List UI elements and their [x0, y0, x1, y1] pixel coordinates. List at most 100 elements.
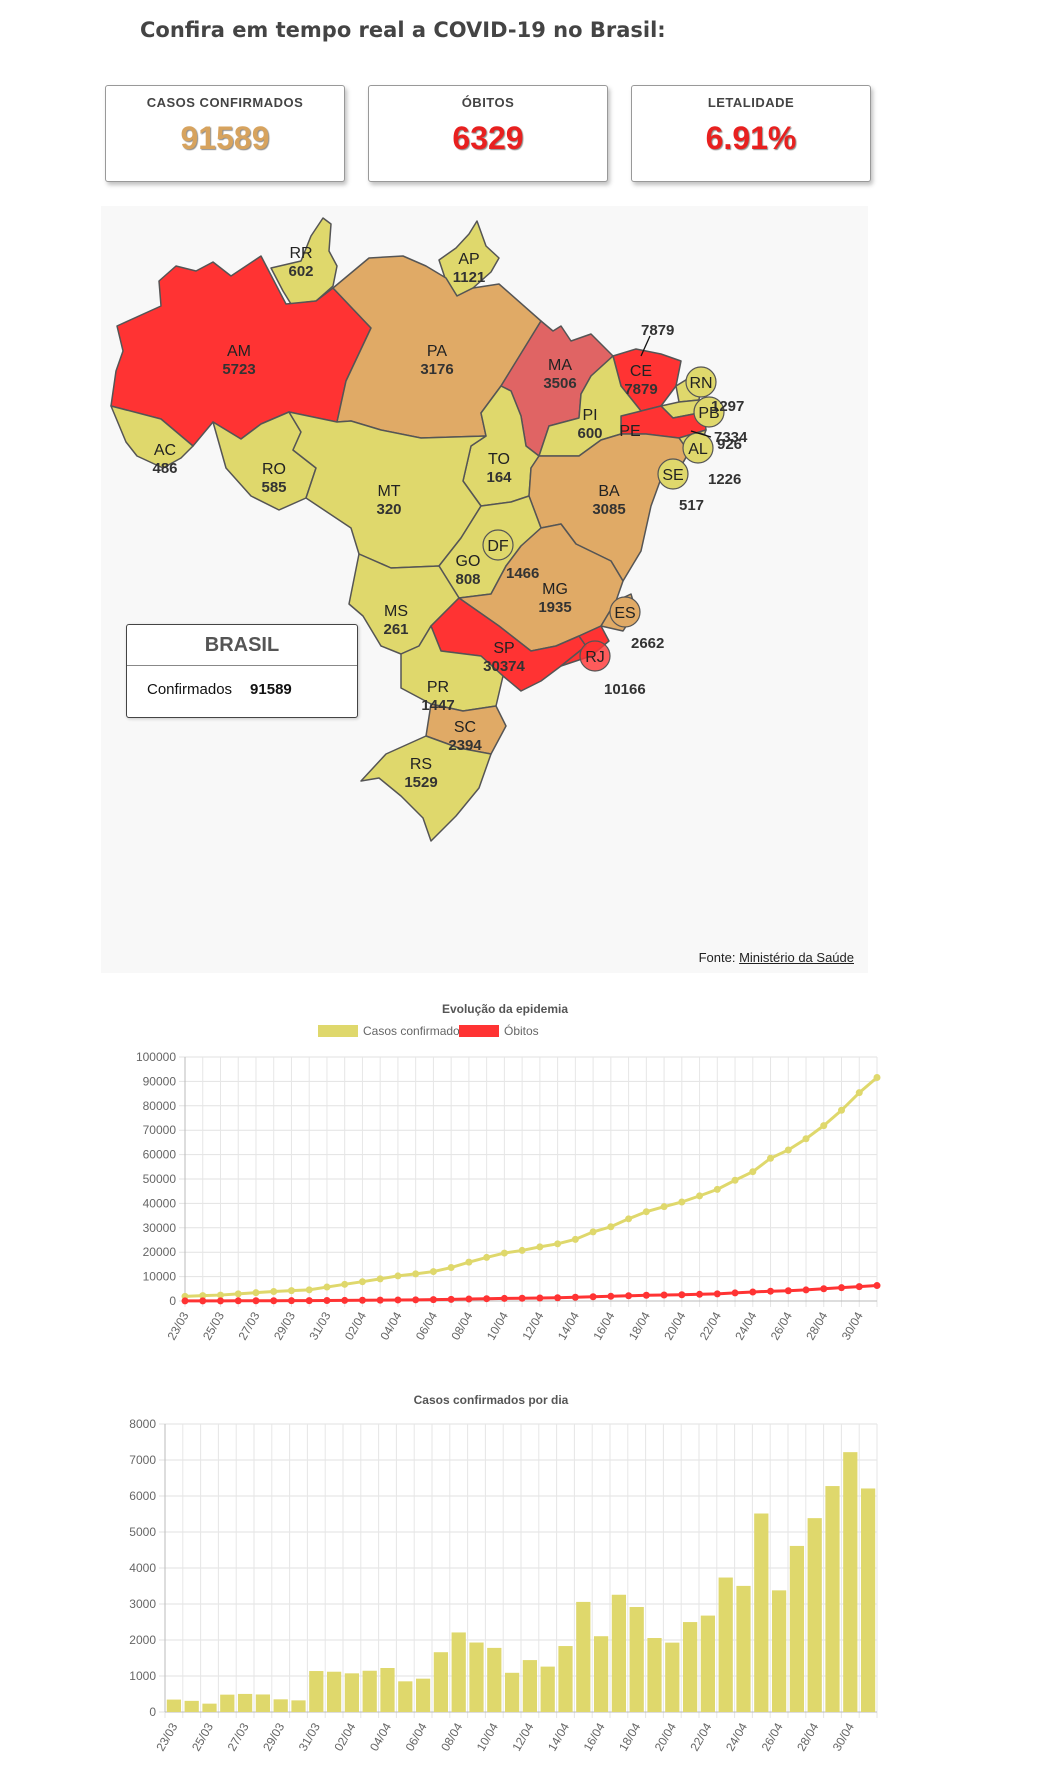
- chart1-point[interactable]: [394, 1296, 402, 1304]
- chart1-point[interactable]: [607, 1292, 615, 1300]
- chart1-point[interactable]: [820, 1285, 828, 1293]
- chart2-bar[interactable]: [504, 1672, 520, 1712]
- chart2-bar[interactable]: [860, 1488, 876, 1712]
- chart2-bar[interactable]: [736, 1585, 751, 1712]
- chart1-point[interactable]: [554, 1294, 562, 1302]
- chart1-point[interactable]: [483, 1253, 491, 1261]
- chart1-point[interactable]: [483, 1295, 491, 1303]
- chart1-point[interactable]: [873, 1074, 881, 1082]
- chart1-point[interactable]: [341, 1296, 349, 1304]
- chart1-point[interactable]: [571, 1293, 579, 1301]
- chart1-point[interactable]: [784, 1146, 792, 1154]
- state-marker-es[interactable]: [609, 596, 641, 628]
- chart1-point[interactable]: [660, 1291, 668, 1299]
- chart1-point[interactable]: [500, 1249, 508, 1257]
- chart1-point[interactable]: [767, 1287, 775, 1295]
- chart1-point[interactable]: [536, 1243, 544, 1251]
- chart1-point[interactable]: [625, 1215, 633, 1223]
- chart1-point[interactable]: [447, 1295, 455, 1303]
- chart1-point[interactable]: [270, 1297, 278, 1305]
- chart1-point[interactable]: [465, 1295, 473, 1303]
- chart1-point[interactable]: [234, 1290, 242, 1298]
- chart1-point[interactable]: [713, 1185, 721, 1193]
- chart2-bar[interactable]: [220, 1694, 235, 1712]
- chart1-point[interactable]: [429, 1268, 437, 1276]
- chart1-point[interactable]: [838, 1106, 846, 1114]
- chart1-point[interactable]: [731, 1176, 739, 1184]
- chart1-point[interactable]: [500, 1294, 508, 1302]
- chart1-point[interactable]: [429, 1296, 437, 1304]
- chart2-bar[interactable]: [362, 1670, 377, 1712]
- state-marker-rn[interactable]: [685, 366, 717, 398]
- chart2-bar[interactable]: [540, 1666, 555, 1712]
- chart2-bar[interactable]: [665, 1642, 680, 1712]
- chart1-point[interactable]: [873, 1282, 881, 1290]
- chart1-point[interactable]: [394, 1272, 402, 1280]
- chart1-point[interactable]: [767, 1154, 775, 1162]
- chart2-bar[interactable]: [682, 1622, 698, 1712]
- chart2-bar[interactable]: [273, 1699, 288, 1712]
- chart1-point[interactable]: [412, 1270, 420, 1278]
- state-marker-pb[interactable]: [693, 396, 725, 428]
- chart1-point[interactable]: [447, 1264, 455, 1272]
- chart1-point[interactable]: [855, 1283, 863, 1291]
- chart2-bar[interactable]: [647, 1638, 662, 1712]
- chart2-bar[interactable]: [166, 1699, 182, 1712]
- chart1-point[interactable]: [287, 1287, 295, 1295]
- chart1-point[interactable]: [376, 1275, 384, 1283]
- chart1-point[interactable]: [696, 1192, 704, 1200]
- chart2-bar[interactable]: [433, 1652, 449, 1712]
- chart2-bar[interactable]: [487, 1647, 502, 1712]
- chart1-point[interactable]: [625, 1292, 633, 1300]
- state-marker-se[interactable]: [657, 458, 689, 490]
- chart1-point[interactable]: [571, 1235, 579, 1243]
- chart1-point[interactable]: [607, 1223, 615, 1231]
- chart2-bar[interactable]: [789, 1545, 805, 1712]
- chart2-bar[interactable]: [593, 1636, 609, 1712]
- chart2-bar[interactable]: [611, 1594, 627, 1712]
- chart1-point[interactable]: [713, 1290, 721, 1298]
- chart1-point[interactable]: [341, 1280, 349, 1288]
- chart1-point[interactable]: [696, 1290, 704, 1298]
- chart1-point[interactable]: [731, 1289, 739, 1297]
- chart1-point[interactable]: [216, 1291, 224, 1299]
- chart2-bar[interactable]: [771, 1590, 787, 1712]
- chart1-point[interactable]: [252, 1297, 260, 1305]
- chart2-bar[interactable]: [522, 1660, 538, 1712]
- chart1-point[interactable]: [784, 1287, 792, 1295]
- chart1-point[interactable]: [660, 1203, 668, 1211]
- chart1-point[interactable]: [678, 1291, 686, 1299]
- chart1-point[interactable]: [589, 1228, 597, 1236]
- chart1-point[interactable]: [376, 1296, 384, 1304]
- chart1-point[interactable]: [536, 1294, 544, 1302]
- chart1-point[interactable]: [199, 1292, 207, 1300]
- chart1-point[interactable]: [802, 1135, 810, 1143]
- chart1-point[interactable]: [838, 1284, 846, 1292]
- state-rs[interactable]: [360, 735, 492, 842]
- chart2-bar[interactable]: [700, 1615, 716, 1712]
- chart1-point[interactable]: [802, 1286, 810, 1294]
- chart2-bar[interactable]: [309, 1671, 324, 1712]
- chart1-point[interactable]: [855, 1089, 863, 1097]
- chart2-bar[interactable]: [415, 1678, 431, 1712]
- chart1-point[interactable]: [554, 1240, 562, 1248]
- chart1-point[interactable]: [199, 1297, 207, 1305]
- chart2-bar[interactable]: [576, 1601, 591, 1712]
- chart1-point[interactable]: [181, 1297, 189, 1305]
- chart1-point[interactable]: [749, 1288, 757, 1296]
- map-source-link[interactable]: Ministério da Saúde: [739, 950, 854, 965]
- chart1-point[interactable]: [518, 1246, 526, 1254]
- state-am[interactable]: [110, 255, 372, 447]
- chart2-bar[interactable]: [291, 1700, 306, 1712]
- chart1-point[interactable]: [642, 1291, 650, 1299]
- chart2-bar[interactable]: [344, 1673, 360, 1712]
- chart2-bar[interactable]: [469, 1642, 484, 1712]
- state-ac[interactable]: [110, 405, 194, 469]
- chart1-point[interactable]: [216, 1297, 224, 1305]
- chart2-bar[interactable]: [843, 1452, 858, 1712]
- chart1-point[interactable]: [323, 1283, 331, 1291]
- chart1-point[interactable]: [749, 1168, 757, 1176]
- chart1-point[interactable]: [465, 1258, 473, 1266]
- chart2-bar[interactable]: [451, 1632, 466, 1712]
- chart1-point[interactable]: [358, 1296, 366, 1304]
